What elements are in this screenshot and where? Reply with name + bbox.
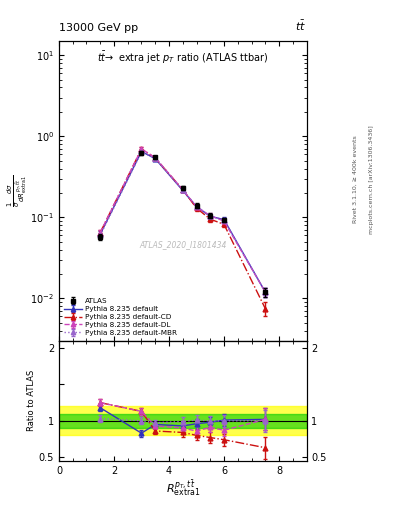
Text: $t\bar{t}\!\rightarrow$ extra jet $p_T$ ratio (ATLAS ttbar): $t\bar{t}\!\rightarrow$ extra jet $p_T$ …: [97, 50, 268, 66]
Text: Rivet 3.1.10, ≥ 400k events: Rivet 3.1.10, ≥ 400k events: [353, 135, 358, 223]
X-axis label: $R^{p_T,t\bar{t}}_{\rm extra1}$: $R^{p_T,t\bar{t}}_{\rm extra1}$: [165, 478, 200, 498]
Text: ATLAS_2020_I1801434: ATLAS_2020_I1801434: [139, 240, 226, 249]
Y-axis label: $\frac{1}{\sigma}\frac{d\sigma}{dR_{\rm extra1}^{p_T,\bar{t}t}}$: $\frac{1}{\sigma}\frac{d\sigma}{dR_{\rm …: [6, 175, 29, 207]
Text: 13000 GeV pp: 13000 GeV pp: [59, 23, 138, 33]
Text: $t\bar{t}$: $t\bar{t}$: [296, 19, 307, 33]
Y-axis label: Ratio to ATLAS: Ratio to ATLAS: [27, 370, 36, 432]
Bar: [59, 414, 307, 428]
Text: mcplots.cern.ch [arXiv:1306.3436]: mcplots.cern.ch [arXiv:1306.3436]: [369, 125, 374, 233]
Bar: [59, 407, 307, 435]
Legend: ATLAS, Pythia 8.235 default, Pythia 8.235 default-CD, Pythia 8.235 default-DL, P: ATLAS, Pythia 8.235 default, Pythia 8.23…: [62, 297, 178, 337]
